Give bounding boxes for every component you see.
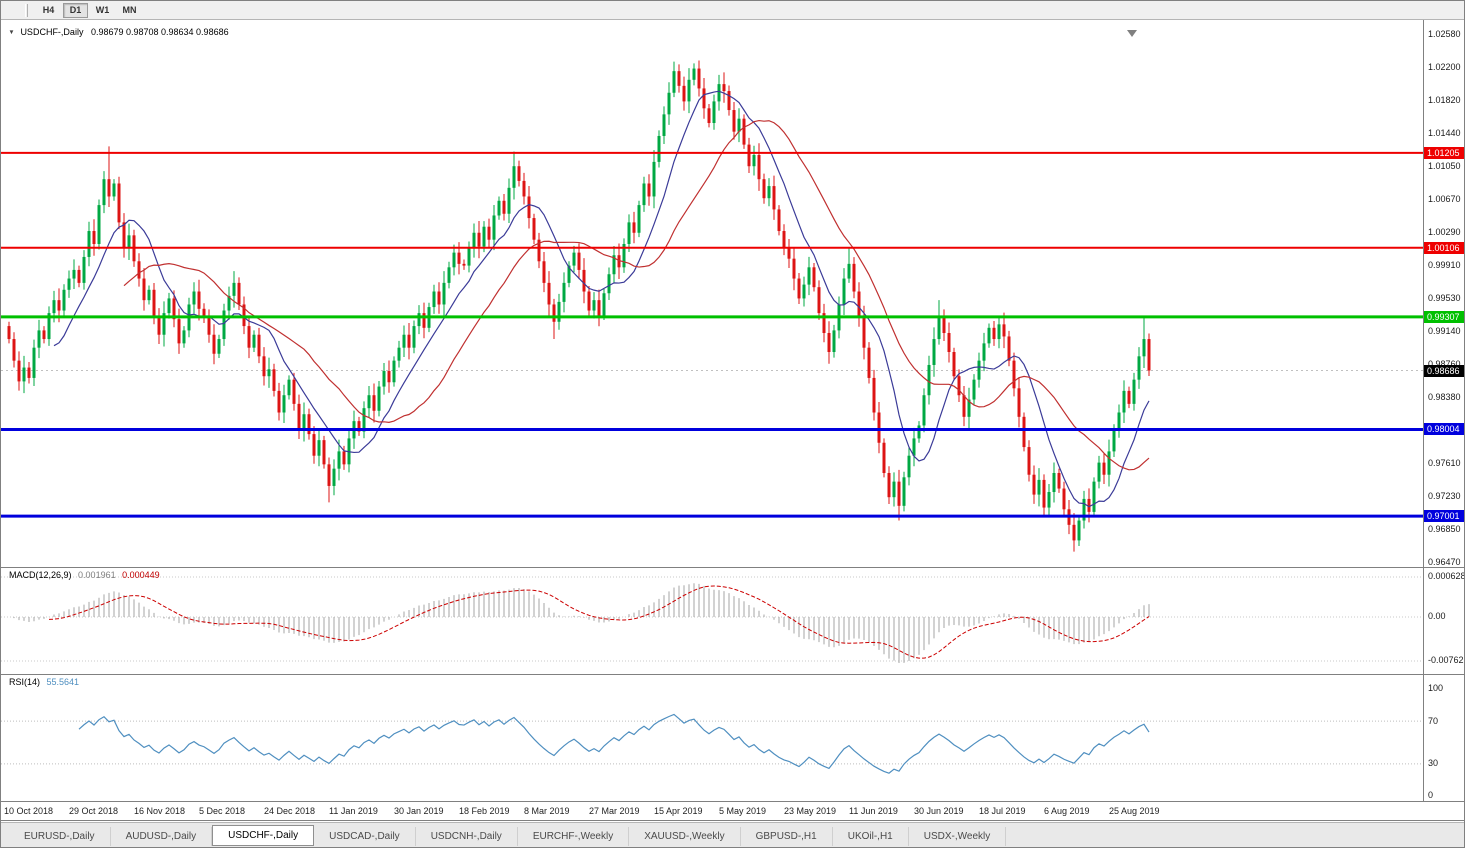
tab-gbpusd-h1[interactable]: GBPUSD-,H1 — [741, 827, 833, 846]
timeframe-button-h4[interactable]: H4 — [42, 5, 55, 15]
rsi-title-row: RSI(14) 55.5641 — [9, 677, 79, 687]
price-line-label-1.00106: 1.00106 — [1424, 241, 1464, 254]
panel-divider-macd[interactable] — [1, 567, 1464, 568]
toolbar-grip-icon[interactable] — [25, 3, 28, 17]
rsi-axis-label: 70 — [1428, 716, 1439, 726]
current-price-label: 0.98686 — [1424, 364, 1464, 377]
chart-title-row: ▼ USDCHF-,Daily 0.98679 0.98708 0.98634 … — [7, 27, 229, 37]
timeframe-button-mn[interactable]: MN — [122, 5, 137, 15]
tab-usdchf-daily[interactable]: USDCHF-,Daily — [212, 825, 315, 846]
price-line-label-0.99307: 0.99307 — [1424, 310, 1464, 323]
chart-title: USDCHF-,Daily — [20, 27, 84, 37]
date-label: 15 Apr 2019 — [654, 806, 703, 816]
timeframe-button-w1[interactable]: W1 — [95, 5, 110, 15]
date-label: 18 Feb 2019 — [459, 806, 510, 816]
tab-usdcad-daily[interactable]: USDCAD-,Daily — [314, 827, 416, 846]
chart-tab-bar: EURUSD-,Daily AUDUSD-,Daily USDCHF-,Daily U… — [1, 822, 1464, 847]
main-chart-surface[interactable] — [1, 20, 1423, 802]
date-label: 30 Jan 2019 — [394, 806, 444, 816]
price-axis-label: 0.96470 — [1428, 557, 1461, 567]
price-axis-label: 1.01820 — [1428, 94, 1461, 105]
date-label: 27 Mar 2019 — [589, 806, 640, 816]
tab-ukoil-h1[interactable]: UKOil-,H1 — [833, 827, 909, 846]
tab-eurchf-weekly[interactable]: EURCHF-,Weekly — [518, 827, 630, 846]
price-axis-label: 1.01050 — [1428, 161, 1461, 172]
rsi-title: RSI(14) — [9, 677, 41, 687]
macd-axis-label: 0.0006286 — [1428, 571, 1464, 581]
price-line-label-0.97001: 0.97001 — [1424, 510, 1464, 523]
price-axis-label: 0.98380 — [1428, 391, 1461, 402]
price-axis-label: 0.97610 — [1428, 458, 1461, 469]
timeframe-buttons: H4 D1 W1 MN — [36, 2, 142, 18]
tab-usdx-weekly[interactable]: USDX-,Weekly — [909, 827, 1007, 846]
date-label: 5 Dec 2018 — [199, 806, 246, 816]
date-label: 24 Dec 2018 — [264, 806, 316, 816]
tab-audusd-daily[interactable]: AUDUSD-,Daily — [111, 827, 213, 846]
date-label: 25 Aug 2019 — [1109, 806, 1160, 816]
price-line-label-1.01205: 1.01205 — [1424, 146, 1464, 159]
price-axis-label: 0.97230 — [1428, 491, 1461, 502]
chart-shift-marker-icon[interactable] — [1127, 30, 1137, 37]
macd-title: MACD(12,26,9) — [9, 570, 72, 580]
panel-divider-rsi[interactable] — [1, 674, 1464, 675]
price-axis-label: 0.99140 — [1428, 326, 1461, 337]
date-label: 11 Jan 2019 — [329, 806, 378, 816]
date-label: 8 Mar 2019 — [524, 806, 570, 816]
rsi-axis-label: 100 — [1428, 683, 1444, 693]
date-label: 5 May 2019 — [719, 806, 767, 816]
price-axis-label: 0.99530 — [1428, 292, 1461, 303]
price-axis-label: 1.02200 — [1428, 61, 1461, 72]
date-label: 30 Jun 2019 — [914, 806, 964, 816]
price-axis-label: 1.02580 — [1428, 29, 1461, 39]
price-axis-border — [1423, 20, 1424, 802]
date-label: 29 Oct 2018 — [69, 806, 119, 816]
rsi-axis-label: 0 — [1428, 790, 1434, 800]
macd-value-main: 0.001961 — [78, 570, 116, 580]
chart-tabs: EURUSD-,Daily AUDUSD-,Daily USDCHF-,Daily U… — [9, 825, 1007, 846]
timeframe-toolbar: H4 D1 W1 MN — [1, 1, 1464, 20]
price-axis-label: 0.98760 — [1428, 359, 1461, 369]
chart-ohlc: 0.98679 0.98708 0.98634 0.98686 — [90, 27, 229, 37]
tab-eurusd-daily[interactable]: EURUSD-,Daily — [9, 827, 111, 846]
date-label: 23 May 2019 — [784, 806, 837, 816]
date-label: 16 Nov 2018 — [134, 806, 186, 816]
tab-usdcnh-daily[interactable]: USDCNH-,Daily — [416, 827, 518, 846]
macd-axis-label: 0.00 — [1428, 611, 1446, 621]
macd-title-row: MACD(12,26,9) 0.001961 0.000449 — [9, 570, 160, 580]
price-axis-label: 1.00290 — [1428, 226, 1461, 237]
price-axis-label: 0.99910 — [1428, 259, 1461, 270]
price-axis-label: 0.96850 — [1428, 524, 1461, 535]
macd-axis-label: -0.00762 — [1428, 655, 1464, 665]
price-axis-label: 1.00670 — [1428, 194, 1461, 205]
price-line-label-0.98004: 0.98004 — [1424, 423, 1464, 436]
rsi-axis-label: 30 — [1428, 758, 1439, 768]
date-label: 18 Jul 2019 — [979, 806, 1026, 816]
date-label: 6 Aug 2019 — [1044, 806, 1090, 816]
timeframe-button-d1[interactable]: D1 — [63, 2, 88, 18]
date-label: 11 Jun 2019 — [849, 806, 898, 816]
price-axis-label: 1.01440 — [1428, 127, 1461, 138]
macd-value-signal: 0.000449 — [122, 570, 160, 580]
rsi-value: 55.5641 — [46, 677, 80, 687]
date-label: 10 Oct 2018 — [4, 806, 54, 816]
panel-divider-dates[interactable] — [1, 801, 1464, 802]
tab-xauusd-weekly[interactable]: XAUUSD-,Weekly — [629, 827, 741, 846]
symbol-dropdown-icon[interactable]: ▼ — [8, 28, 15, 36]
